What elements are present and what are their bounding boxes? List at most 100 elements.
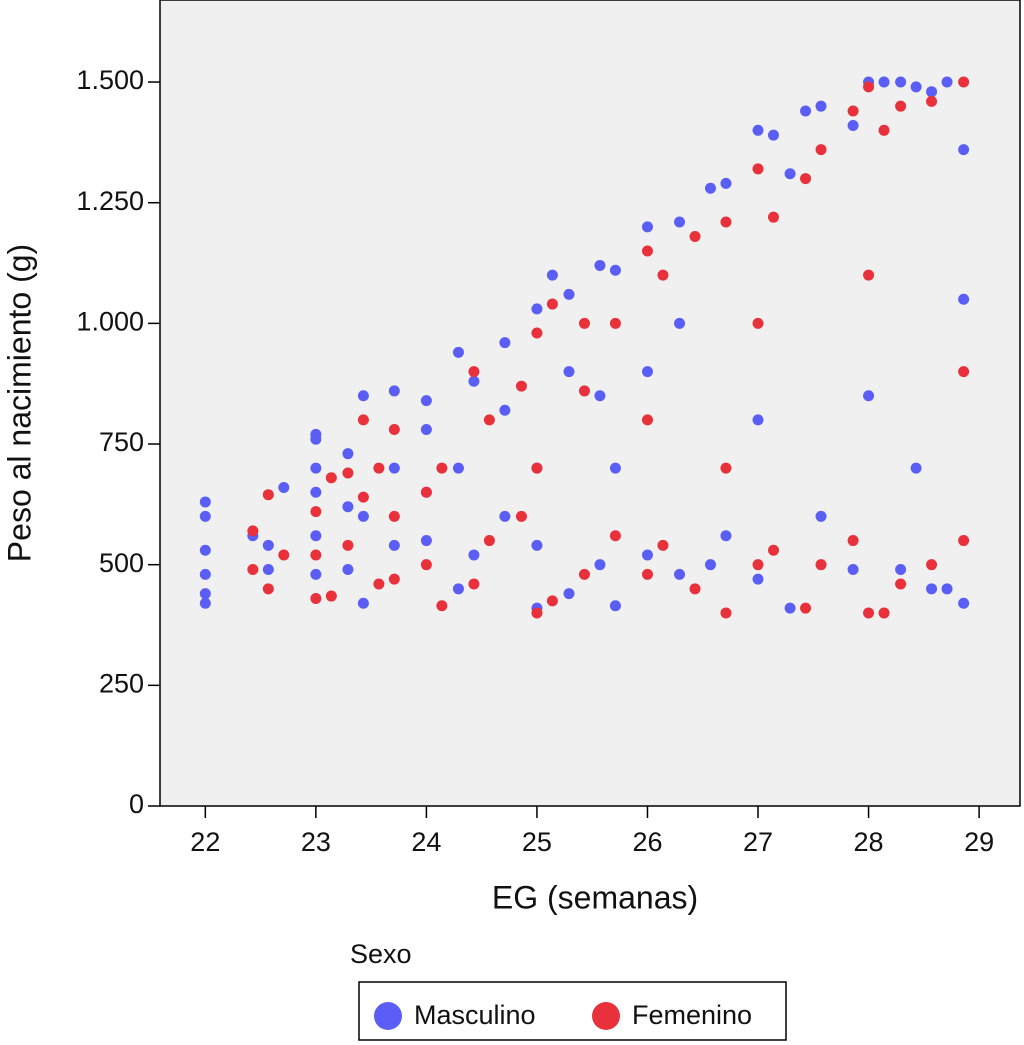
point (199, 588, 211, 600)
y-tick-label: 1.250 (76, 186, 144, 216)
point (752, 163, 764, 175)
point (641, 245, 653, 257)
plot-area (159, 0, 1021, 807)
y-tick-label: 1.500 (76, 65, 144, 95)
point (910, 81, 922, 93)
point (388, 539, 400, 551)
point (704, 182, 716, 194)
x-axis-label: EG (semanas) (492, 879, 698, 915)
y-tick-label: 500 (99, 548, 144, 578)
point (563, 288, 575, 300)
point (483, 414, 495, 426)
point (704, 559, 716, 571)
point (674, 216, 686, 228)
point (452, 583, 464, 595)
point (388, 424, 400, 436)
point (609, 600, 621, 612)
point (342, 467, 354, 479)
legend-title: Sexo (350, 939, 412, 969)
point (578, 317, 590, 329)
point (357, 390, 369, 402)
point (436, 600, 448, 612)
point (641, 366, 653, 378)
point (531, 327, 543, 339)
point (863, 269, 875, 281)
point (767, 211, 779, 223)
point (752, 124, 764, 136)
point (926, 559, 938, 571)
point (563, 366, 575, 378)
point (578, 568, 590, 580)
x-tick-label: 24 (411, 827, 441, 857)
x-tick-label: 23 (301, 827, 331, 857)
point (373, 578, 385, 590)
point (531, 462, 543, 474)
point (468, 549, 480, 561)
point (420, 486, 432, 498)
legend-label: Femenino (632, 1000, 752, 1030)
point (278, 481, 290, 493)
point (847, 564, 859, 576)
point (357, 491, 369, 503)
point (531, 303, 543, 315)
legend-marker (592, 1002, 620, 1030)
point (958, 144, 970, 156)
point (388, 510, 400, 522)
point (895, 76, 907, 88)
point (515, 510, 527, 522)
point (373, 462, 385, 474)
point (310, 549, 322, 561)
y-tick-label: 750 (99, 427, 144, 457)
point (784, 602, 796, 614)
point (420, 395, 432, 407)
point (720, 530, 732, 542)
point (499, 404, 511, 416)
point (420, 559, 432, 571)
point (941, 76, 953, 88)
point (752, 559, 764, 571)
point (752, 573, 764, 585)
x-tick-label: 22 (190, 827, 220, 857)
point (657, 269, 669, 281)
point (262, 564, 274, 576)
point (641, 414, 653, 426)
point (720, 607, 732, 619)
point (388, 385, 400, 397)
point (609, 264, 621, 276)
point (468, 375, 480, 387)
point (357, 510, 369, 522)
point (878, 607, 890, 619)
point (958, 293, 970, 305)
point (531, 539, 543, 551)
point (388, 462, 400, 474)
point (310, 462, 322, 474)
point (958, 597, 970, 609)
point (720, 462, 732, 474)
y-tick-label: 0 (129, 789, 144, 819)
point (199, 496, 211, 508)
point (609, 462, 621, 474)
point (800, 105, 812, 117)
point (342, 564, 354, 576)
point (815, 144, 827, 156)
point (499, 337, 511, 349)
point (483, 535, 495, 547)
point (674, 568, 686, 580)
x-tick-label: 27 (743, 827, 773, 857)
point (847, 119, 859, 131)
point (895, 100, 907, 112)
point (847, 535, 859, 547)
point (847, 105, 859, 117)
y-tick-label: 250 (99, 668, 144, 698)
point (310, 530, 322, 542)
point (499, 510, 511, 522)
point (641, 221, 653, 233)
point (878, 124, 890, 136)
point (815, 100, 827, 112)
point (515, 380, 527, 392)
point (926, 583, 938, 595)
point (452, 462, 464, 474)
point (310, 568, 322, 580)
point (199, 544, 211, 556)
legend-label: Masculino (414, 1000, 536, 1030)
